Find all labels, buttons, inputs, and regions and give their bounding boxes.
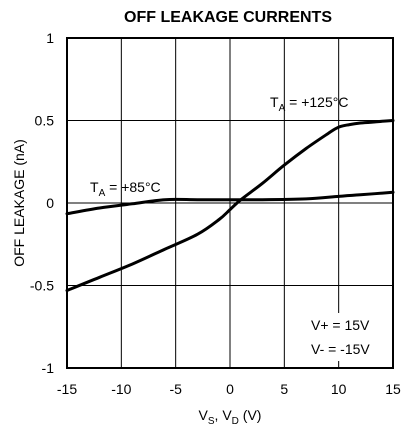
x-tick-label: -10: [111, 381, 131, 397]
x-tick-label: -15: [57, 381, 77, 397]
grid: [67, 38, 393, 368]
annotation-t85: TA = +85°C: [90, 179, 161, 199]
x-axis-label: VS, VD (V): [199, 407, 262, 427]
conditions-box: [302, 313, 380, 361]
x-tick-label: 0: [226, 381, 234, 397]
series-line-1: [65, 190, 395, 216]
y-tick-label: 0.5: [35, 113, 55, 129]
series-lines: [65, 119, 395, 292]
x-tick-labels: -15 -10 -5 0 5 10 15: [57, 381, 401, 397]
x-tick-label: -5: [169, 381, 182, 397]
y-tick-label: -0.5: [30, 278, 54, 294]
annotation-t125: TA = +125°C: [270, 94, 348, 114]
y-tick-labels: 1 0.5 0 -0.5 -1: [30, 30, 54, 376]
x-tick-label: 15: [385, 381, 401, 397]
chart-title: OFF LEAKAGE CURRENTS: [124, 9, 332, 26]
annotation-vminus: V- = -15V: [311, 341, 370, 357]
annotation-vplus: V+ = 15V: [311, 317, 370, 333]
series-line-0: [65, 119, 395, 292]
y-tick-label: 0: [46, 195, 54, 211]
y-tick-label: 1: [46, 30, 54, 46]
x-tick-label: 5: [280, 381, 288, 397]
x-tick-label: 10: [331, 381, 347, 397]
y-axis-label: OFF LEAKAGE (nA): [11, 139, 27, 267]
y-tick-label: -1: [42, 360, 55, 376]
plot-frame: [66, 37, 394, 369]
